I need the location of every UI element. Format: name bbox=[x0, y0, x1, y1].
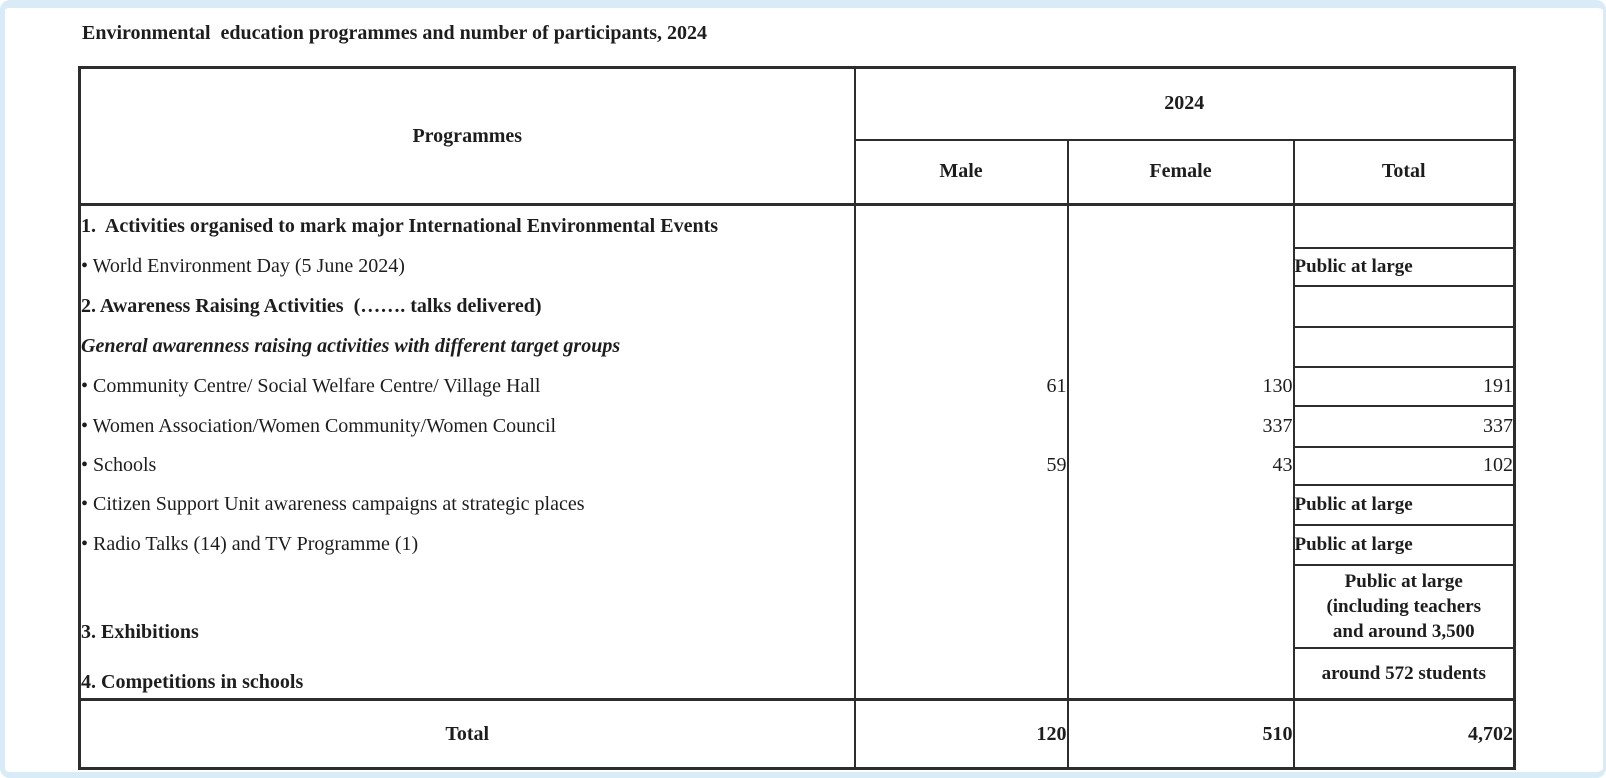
total-cell bbox=[1292, 325, 1516, 368]
male-cell bbox=[853, 405, 1069, 447]
female-cell: 43 bbox=[1066, 446, 1295, 485]
total-cell: 337 bbox=[1292, 404, 1516, 448]
header-year: 2024 bbox=[853, 66, 1516, 141]
table-row: • World Environment Day (5 June 2024) Pu… bbox=[78, 246, 1516, 287]
female-cell bbox=[1066, 564, 1295, 648]
female-cell bbox=[1066, 285, 1295, 327]
total-cell: Public at large bbox=[1292, 246, 1516, 287]
header-row-columns: Male Female Total bbox=[80, 138, 1516, 206]
programme-cell: 4. Competitions in schools bbox=[78, 647, 856, 700]
female-cell bbox=[1066, 484, 1295, 525]
programme-cell: • Radio Talks (14) and TV Programme (1) bbox=[78, 524, 856, 565]
male-cell bbox=[853, 564, 1069, 648]
table-row: 4. Competitions in schools around 572 st… bbox=[78, 646, 1516, 701]
female-cell: 337 bbox=[1066, 405, 1295, 447]
table-row: 1. Activities organised to mark major In… bbox=[78, 203, 1516, 249]
table-row: • Schools 59 43 102 bbox=[78, 445, 1516, 486]
total-female-cell: 510 bbox=[1066, 698, 1295, 770]
male-cell bbox=[853, 204, 1069, 248]
total-cell: Public at large bbox=[1292, 483, 1516, 526]
total-cell: 191 bbox=[1292, 365, 1516, 407]
header-female: Female bbox=[1066, 138, 1295, 206]
header-row-year: Programmes 2024 bbox=[78, 66, 1516, 206]
programme-cell: 3. Exhibitions bbox=[78, 564, 856, 648]
female-cell bbox=[1066, 326, 1295, 367]
female-cell bbox=[1066, 647, 1295, 700]
total-total-cell: 4,702 bbox=[1292, 698, 1516, 770]
programme-cell: 2. Awareness Raising Activities (……. tal… bbox=[78, 285, 856, 327]
total-male-cell: 120 bbox=[853, 698, 1069, 770]
table-row: • Community Centre/ Social Welfare Centr… bbox=[78, 365, 1516, 407]
male-cell bbox=[853, 647, 1069, 700]
total-cell bbox=[1292, 284, 1516, 328]
programme-cell: 1. Activities organised to mark major In… bbox=[78, 204, 856, 248]
female-cell bbox=[1066, 204, 1295, 248]
total-row: Total 120 510 4,702 bbox=[78, 698, 1516, 770]
total-cell: 102 bbox=[1292, 445, 1516, 486]
total-cell: Public at large bbox=[1292, 523, 1516, 566]
table-row: General awarenness raising activities wi… bbox=[78, 325, 1516, 368]
total-cell bbox=[1292, 203, 1516, 249]
female-cell bbox=[1066, 524, 1295, 565]
programme-cell: • Schools bbox=[78, 446, 856, 485]
female-cell bbox=[1066, 247, 1295, 286]
page-title: Environmental education programmes and n… bbox=[82, 22, 708, 44]
male-cell: 59 bbox=[853, 446, 1069, 485]
header-total: Total bbox=[1292, 138, 1516, 206]
table-row: 3. Exhibitions Public at large (includin… bbox=[78, 563, 1516, 649]
total-row-label: Total bbox=[78, 698, 856, 770]
participants-table: Programmes 2024 Male Female Total 1. Act… bbox=[78, 66, 1517, 770]
programme-cell: • Community Centre/ Social Welfare Centr… bbox=[78, 366, 856, 406]
male-cell bbox=[853, 285, 1069, 327]
male-cell bbox=[853, 326, 1069, 367]
table-row: • Radio Talks (14) and TV Programme (1) … bbox=[78, 523, 1516, 566]
header-programmes: Programmes bbox=[78, 66, 856, 206]
header-male: Male bbox=[853, 138, 1069, 206]
programme-cell: • World Environment Day (5 June 2024) bbox=[78, 247, 856, 286]
male-cell bbox=[853, 484, 1069, 525]
programme-cell: • Women Association/Women Community/Wome… bbox=[78, 405, 856, 447]
male-cell bbox=[853, 247, 1069, 286]
table-row: • Women Association/Women Community/Wome… bbox=[78, 404, 1516, 448]
table-row: • Citizen Support Unit awareness campaig… bbox=[78, 483, 1516, 526]
programme-cell: General awarenness raising activities wi… bbox=[78, 326, 856, 367]
total-cell: around 572 students bbox=[1292, 646, 1516, 701]
total-cell: Public at large (including teachers and … bbox=[1292, 563, 1516, 649]
male-cell bbox=[853, 524, 1069, 565]
male-cell: 61 bbox=[853, 366, 1069, 406]
female-cell: 130 bbox=[1066, 366, 1295, 406]
programme-cell: • Citizen Support Unit awareness campaig… bbox=[78, 484, 856, 525]
table-row: 2. Awareness Raising Activities (……. tal… bbox=[78, 284, 1516, 328]
